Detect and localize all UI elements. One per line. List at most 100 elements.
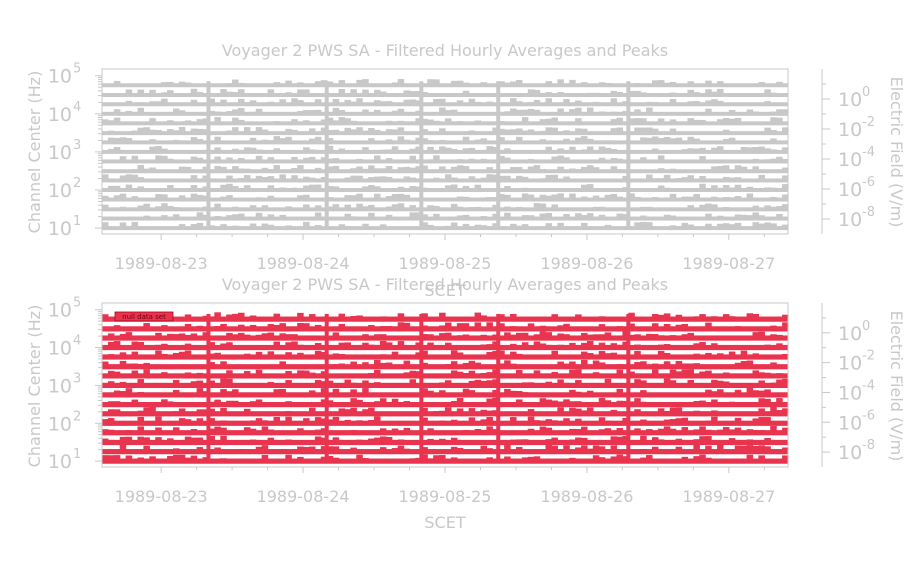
hourly-peak xyxy=(545,344,553,346)
hourly-peak xyxy=(220,378,227,384)
hourly-peak xyxy=(705,389,712,394)
hourly-peak xyxy=(226,91,233,95)
hourly-peak xyxy=(681,149,689,151)
hourly-peak xyxy=(498,155,505,161)
y-tick-exponent: 3 xyxy=(73,138,81,153)
hourly-peak xyxy=(711,410,718,413)
hourly-peak xyxy=(604,147,612,151)
hourly-peak xyxy=(362,409,369,413)
hourly-peak xyxy=(622,456,629,460)
hourly-peak xyxy=(545,92,553,95)
hourly-peak xyxy=(581,222,588,228)
hourly-peak xyxy=(545,174,553,180)
hourly-peak xyxy=(291,334,298,337)
hourly-peak xyxy=(504,388,511,394)
hourly-peak xyxy=(533,341,541,346)
hourly-peak xyxy=(439,325,446,328)
hourly-peak xyxy=(196,91,204,95)
hourly-peak xyxy=(527,129,535,133)
hourly-peak xyxy=(586,138,594,142)
channel-band xyxy=(102,344,788,351)
hourly-peak xyxy=(498,314,505,318)
hourly-peak xyxy=(243,334,251,337)
hourly-peak xyxy=(610,157,618,161)
hourly-peak xyxy=(705,436,712,441)
hourly-peak xyxy=(521,109,529,113)
hourly-peak xyxy=(368,165,375,171)
hourly-peak xyxy=(285,128,292,133)
y2-tick-exponent: -8 xyxy=(862,438,875,453)
hourly-peak xyxy=(350,120,357,123)
hourly-peak xyxy=(356,193,363,199)
hourly-peak xyxy=(427,428,434,432)
hourly-peak xyxy=(190,224,198,228)
hourly-peak xyxy=(510,417,517,422)
hourly-peak xyxy=(586,165,594,171)
hourly-peak xyxy=(610,149,618,151)
hourly-peak xyxy=(640,435,647,441)
hourly-peak xyxy=(184,334,192,337)
hourly-peak xyxy=(445,185,452,189)
hourly-peak xyxy=(149,129,156,133)
hourly-peak xyxy=(681,196,689,199)
hourly-peak xyxy=(557,155,564,161)
y2-tick-exponent: 0 xyxy=(862,85,870,100)
hourly-peak xyxy=(415,137,422,142)
hourly-peak xyxy=(102,361,109,366)
hourly-peak xyxy=(445,364,452,366)
hourly-peak xyxy=(379,354,387,356)
hourly-peak xyxy=(155,350,162,356)
hourly-peak xyxy=(403,194,411,199)
hourly-peak xyxy=(362,130,369,133)
hourly-peak xyxy=(634,409,641,413)
hourly-peak xyxy=(711,391,718,394)
y-tick-label: 10 xyxy=(48,300,72,322)
hourly-peak xyxy=(782,109,789,113)
hourly-peak xyxy=(450,419,458,422)
hourly-peak xyxy=(598,446,606,451)
hourly-peak xyxy=(486,380,493,384)
hourly-peak xyxy=(338,408,346,413)
hourly-peak xyxy=(368,344,375,346)
hourly-peak xyxy=(196,194,204,199)
hourly-peak xyxy=(107,185,115,189)
hourly-peak xyxy=(255,108,263,113)
hourly-peak xyxy=(273,313,281,318)
hourly-peak xyxy=(249,131,257,133)
hourly-peak xyxy=(172,352,180,356)
hourly-peak xyxy=(314,205,322,209)
hourly-peak xyxy=(391,204,399,209)
hourly-peak xyxy=(693,119,700,123)
hourly-peak xyxy=(687,369,694,375)
hourly-peak xyxy=(291,119,298,123)
hourly-peak xyxy=(581,82,588,85)
hourly-peak xyxy=(202,206,210,209)
hourly-peak xyxy=(320,388,328,394)
hourly-peak xyxy=(604,428,612,432)
hourly-peak xyxy=(758,223,765,228)
hourly-peak xyxy=(651,197,659,199)
x-tick-label: 1989-08-23 xyxy=(115,487,208,506)
hourly-peak xyxy=(527,409,535,413)
hourly-peak xyxy=(575,380,582,384)
hourly-peak xyxy=(303,323,310,328)
hourly-peak xyxy=(717,88,724,95)
hourly-peak xyxy=(557,108,564,113)
hourly-peak xyxy=(255,334,263,337)
panel-title: Voyager 2 PWS SA - Filtered Hourly Avera… xyxy=(222,41,668,60)
hourly-peak xyxy=(427,390,434,394)
hourly-peak xyxy=(675,360,683,366)
hourly-peak xyxy=(764,446,771,451)
hourly-peak xyxy=(634,222,641,228)
hourly-peak xyxy=(663,352,671,356)
hourly-peak xyxy=(492,223,499,228)
hourly-peak xyxy=(167,333,174,337)
hourly-peak xyxy=(474,184,482,189)
y-tick-exponent: 3 xyxy=(73,371,81,386)
hourly-peak xyxy=(427,334,434,337)
hourly-peak xyxy=(232,186,239,189)
hourly-peak xyxy=(575,118,582,123)
hourly-peak xyxy=(214,147,221,151)
hourly-peak xyxy=(468,390,476,394)
hourly-peak xyxy=(592,206,600,209)
